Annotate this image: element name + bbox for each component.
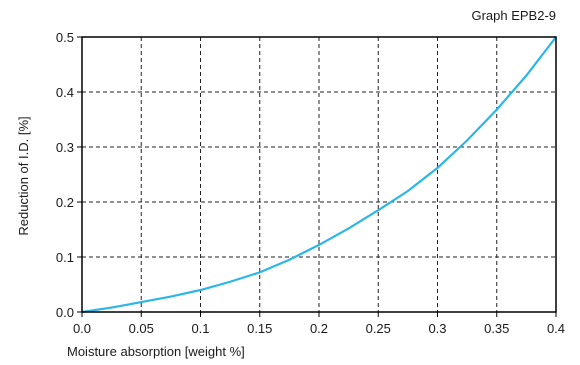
y-tick-label: 0.5 bbox=[56, 30, 74, 45]
x-tick-label: 0.4 bbox=[547, 321, 565, 336]
data-line bbox=[81, 36, 557, 314]
y-axis-label: Reduction of I.D. [%] bbox=[16, 116, 31, 235]
grid-lines bbox=[82, 37, 556, 312]
y-tick-label: 0.1 bbox=[56, 250, 74, 265]
x-tick-label: 0.2 bbox=[310, 321, 328, 336]
x-tick-label: 0.05 bbox=[129, 321, 154, 336]
axis-ticks bbox=[77, 36, 557, 317]
x-tick-label: 0.3 bbox=[428, 321, 446, 336]
y-tick-label: 0.0 bbox=[56, 305, 74, 320]
x-tick-label: 0.15 bbox=[247, 321, 272, 336]
plot-frame bbox=[81, 36, 557, 313]
tick-labels: 0.0 0.05 0.1 0.15 0.2 0.25 0.3 0.35 0.4 0.0 0.1 0.2… bbox=[56, 30, 565, 336]
y-tick-label: 0.3 bbox=[56, 140, 74, 155]
x-tick-label: 0.0 bbox=[73, 321, 91, 336]
x-tick-label: 0.35 bbox=[484, 321, 509, 336]
x-tick-label: 0.1 bbox=[191, 321, 209, 336]
y-tick-label: 0.2 bbox=[56, 195, 74, 210]
chart-title: Graph EPB2-9 bbox=[471, 8, 556, 23]
x-axis-label: Moisture absorption [weight %] bbox=[67, 344, 245, 359]
y-tick-label: 0.4 bbox=[56, 85, 74, 100]
x-tick-label: 0.25 bbox=[366, 321, 391, 336]
